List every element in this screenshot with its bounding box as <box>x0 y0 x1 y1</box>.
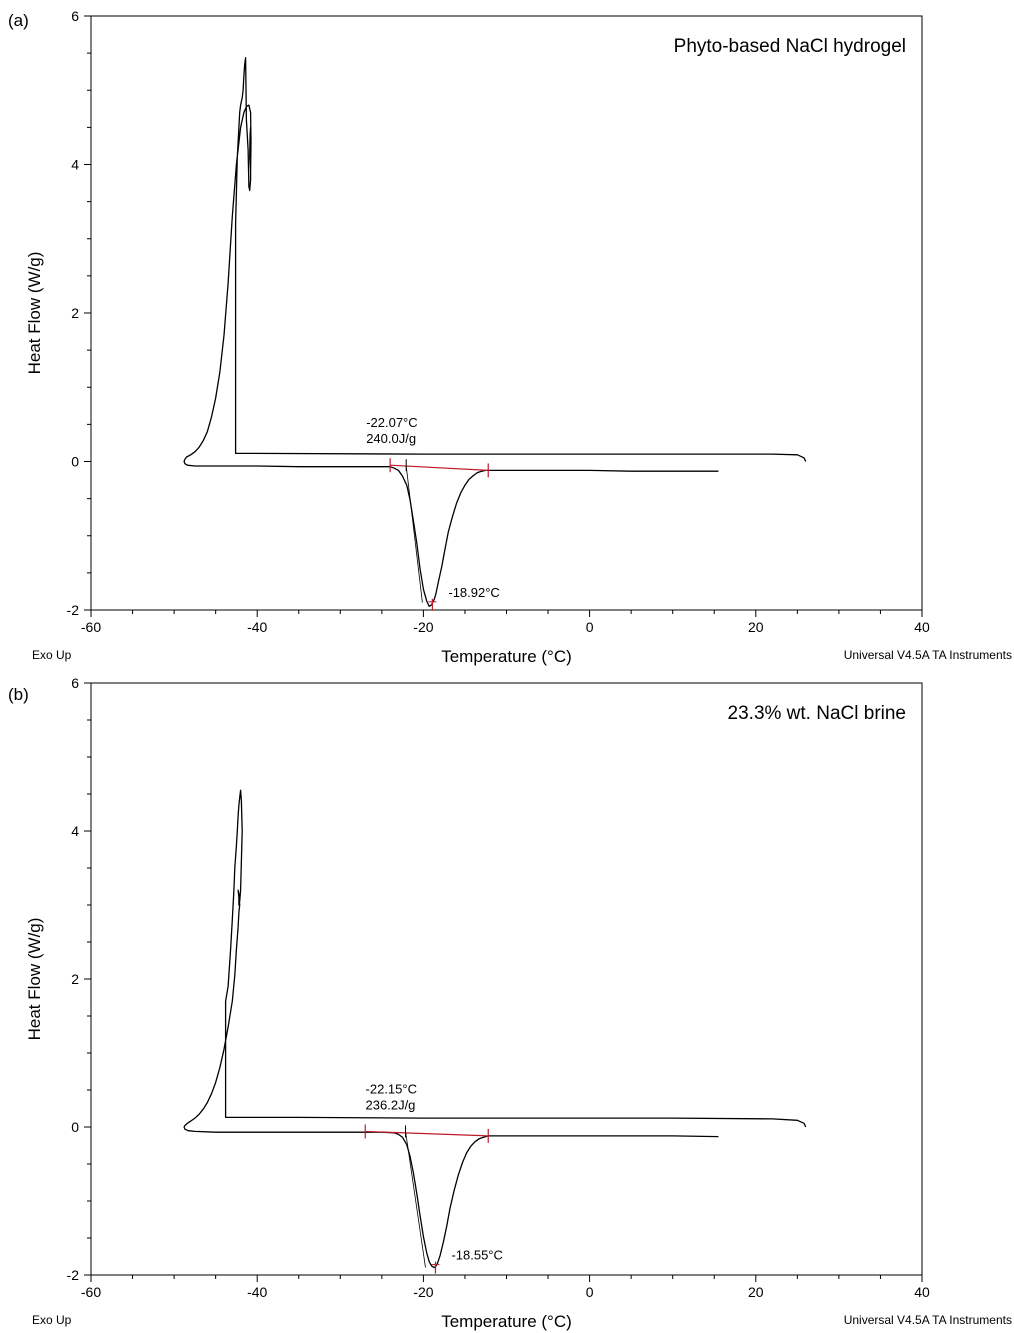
integration-baseline <box>365 1130 489 1137</box>
y-tick-label: 6 <box>71 675 79 691</box>
plot-frame <box>90 682 923 1276</box>
y-tick-label: 0 <box>71 1119 79 1135</box>
x-tick-label: 40 <box>914 1284 930 1300</box>
x-tick-label: -20 <box>413 1284 433 1300</box>
x-axis-label: Temperature (°C) <box>441 647 572 666</box>
x-tick-label: 20 <box>748 619 764 635</box>
instrument-label: Universal V4.5A TA Instruments <box>844 1313 1012 1327</box>
x-tick-label: -40 <box>247 1284 267 1300</box>
y-tick-label: 4 <box>71 823 79 839</box>
y-tick-label: 2 <box>71 971 79 987</box>
x-tick-label: 0 <box>586 1284 594 1300</box>
x-tick-label: -40 <box>247 619 267 635</box>
instrument-label: Universal V4.5A TA Instruments <box>844 648 1012 662</box>
x-tick-label: 40 <box>914 619 930 635</box>
onset-tangent <box>405 1131 426 1268</box>
y-tick-label: 2 <box>71 305 79 321</box>
y-axis-label: Heat Flow (W/g) <box>25 252 44 375</box>
exo-up-label: Exo Up <box>32 1313 72 1327</box>
y-tick-label: 6 <box>71 8 79 24</box>
x-tick-label: 0 <box>586 619 594 635</box>
onset-temperature-label: -22.07°C <box>366 415 417 430</box>
enthalpy-label: 236.2J/g <box>366 1097 416 1112</box>
dsc-curve-0 <box>183 789 807 1269</box>
y-tick-label: 0 <box>71 454 79 470</box>
exo-up-label: Exo Up <box>32 648 72 662</box>
onset-temperature-label: -22.15°C <box>366 1081 417 1096</box>
y-tick-label: -2 <box>67 602 80 618</box>
x-tick-label: 20 <box>748 1284 764 1300</box>
peak-temperature-label: -18.55°C <box>451 1248 502 1263</box>
x-tick-label: -60 <box>81 619 101 635</box>
peak-temperature-label: -18.92°C <box>448 585 499 600</box>
panel-label: (b) <box>8 685 29 704</box>
x-tick-label: -20 <box>413 619 433 635</box>
x-axis-label: Temperature (°C) <box>441 1312 572 1331</box>
enthalpy-label: 240.0J/g <box>366 431 416 446</box>
chart-title: Phyto-based NaCl hydrogel <box>674 36 906 57</box>
y-tick-label: -2 <box>67 1267 80 1283</box>
chart-title: 23.3% wt. NaCl brine <box>728 703 906 724</box>
plot-frame <box>90 15 923 611</box>
integration-baseline <box>390 464 489 472</box>
onset-tangent <box>405 465 423 603</box>
y-tick-label: 4 <box>71 157 79 173</box>
y-axis-label: Heat Flow (W/g) <box>25 918 44 1041</box>
x-tick-label: -60 <box>81 1284 101 1300</box>
dsc-curve-0 <box>183 56 807 607</box>
panel-label: (a) <box>8 11 29 30</box>
